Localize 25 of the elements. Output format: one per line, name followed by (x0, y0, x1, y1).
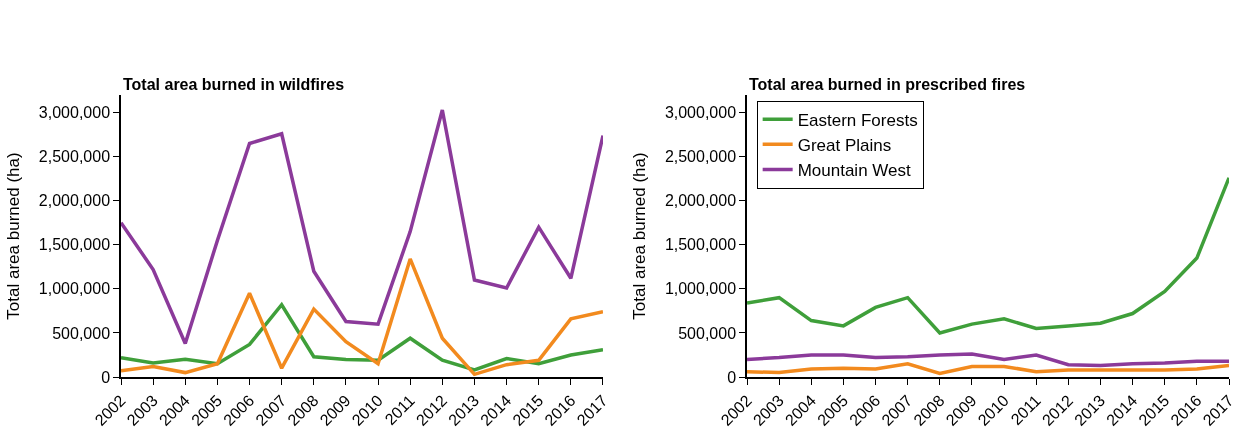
y-tick-label: 0 (101, 368, 111, 386)
line-series (747, 352, 1229, 368)
y-tick-label: 3,000,000 (664, 104, 737, 122)
y-tick-label: 2,000,000 (38, 192, 111, 210)
line-series (121, 302, 603, 372)
line-series (121, 108, 603, 346)
y-tick-label: 1,000,000 (38, 280, 111, 298)
y-tick-label: 1,500,000 (38, 236, 111, 254)
chart-title: Total area burned in prescribed fires (749, 76, 1026, 93)
y-tick-label: 2,500,000 (664, 148, 737, 166)
legend-label: Mountain West (797, 161, 912, 181)
y-tick-label: 2,500,000 (38, 148, 111, 166)
y-tick-label: 2,000,000 (664, 192, 737, 210)
y-tick-label: 0 (727, 368, 737, 386)
y-tick-label: 1,000,000 (664, 280, 737, 298)
y-tick-label: 3,000,000 (38, 104, 111, 122)
line-series (747, 176, 1229, 335)
y-tick-label: 1,500,000 (664, 236, 737, 254)
chart-title: Total area burned in wildfires (123, 76, 345, 93)
legend-label: Eastern Forests (797, 110, 918, 130)
y-axis-title: Total area burned (ha) (629, 152, 649, 320)
y-tick-label: 500,000 (678, 324, 737, 342)
y-axis-title: Total area burned (ha) (3, 152, 23, 320)
legend-label: Great Plains (797, 135, 892, 155)
y-tick-label: 500,000 (52, 324, 111, 342)
